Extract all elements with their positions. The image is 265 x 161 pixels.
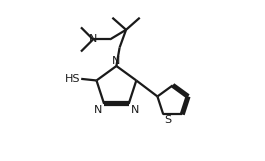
Text: N: N	[131, 105, 139, 115]
Text: S: S	[165, 115, 172, 125]
Text: N: N	[94, 105, 102, 115]
Text: N: N	[89, 34, 97, 44]
Text: N: N	[112, 56, 121, 66]
Text: HS: HS	[64, 74, 80, 84]
